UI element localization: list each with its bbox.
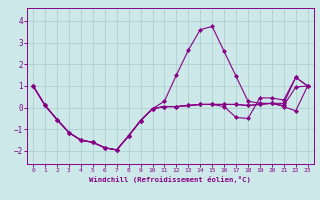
X-axis label: Windchill (Refroidissement éolien,°C): Windchill (Refroidissement éolien,°C) [90, 176, 251, 183]
